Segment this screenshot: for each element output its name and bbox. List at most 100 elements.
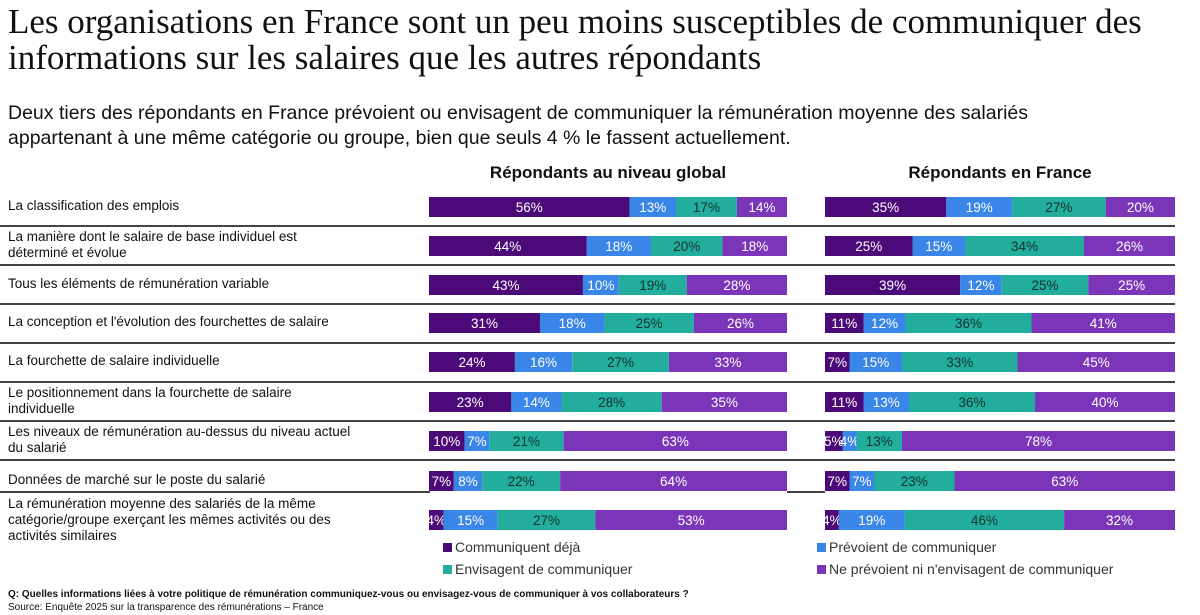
bar-segment: [563, 431, 787, 451]
bar-segment: [686, 275, 787, 295]
bar-segment: [586, 236, 651, 256]
data-label: 4%: [822, 513, 842, 528]
data-label: 33%: [714, 355, 741, 370]
legend-item-envisagent: Envisagent de communiquer: [443, 561, 632, 577]
bar-segment: [1084, 236, 1175, 256]
bar-segment: [661, 392, 787, 412]
bar-segment: [693, 313, 787, 333]
category-label-line: Le positionnement dans la fourchette de …: [8, 385, 292, 400]
bar-segment: [874, 471, 955, 491]
bar-segment: [582, 275, 619, 295]
category-label-line: La classification des emplois: [8, 198, 180, 213]
data-label: 27%: [607, 355, 634, 370]
bar-segment: [1012, 197, 1106, 217]
bar-segment: [561, 392, 662, 412]
bar-segment: [909, 392, 1035, 412]
category-label: Le positionnement dans la fourchette de …: [8, 385, 408, 417]
bar-segment: [464, 431, 490, 451]
data-label: 36%: [955, 316, 982, 331]
data-label: 26%: [1116, 239, 1143, 254]
data-label: 7%: [432, 474, 452, 489]
bar-segment: [1105, 197, 1175, 217]
legend-label: Envisagent de communiquer: [455, 561, 633, 577]
data-label: 56%: [516, 200, 543, 215]
data-label: 27%: [533, 513, 560, 528]
legend-item-communiquent-deja: Communiquent déjà: [443, 539, 580, 555]
data-label: 13%: [873, 395, 900, 410]
legend-label: Prévoient de communiquer: [829, 539, 997, 555]
data-label: 20%: [1127, 200, 1154, 215]
data-label: 44%: [494, 239, 521, 254]
bar-segment: [514, 352, 573, 372]
data-label: 53%: [678, 513, 705, 528]
data-label: 15%: [925, 239, 952, 254]
bar-segment: [453, 471, 483, 491]
bar-segment: [429, 392, 512, 412]
data-label: 36%: [958, 395, 985, 410]
bar-segment: [497, 510, 596, 530]
category-label: Les niveaux de rémunération au-dessus du…: [8, 424, 408, 456]
row-divider: [0, 225, 1175, 227]
data-label: 11%: [831, 395, 857, 410]
data-label: 43%: [492, 278, 519, 293]
bar-segment: [825, 197, 947, 217]
panel-title-france: Répondants en France: [908, 163, 1092, 182]
legend-swatch-prevoient: [817, 542, 826, 552]
data-label: 31%: [471, 316, 498, 331]
legend-item-ne-prevoient-ni: Ne prévoient ni n'envisagent de communiq…: [817, 561, 1113, 577]
bar-segment: [842, 431, 857, 451]
data-label: 18%: [741, 239, 768, 254]
data-label: 23%: [901, 474, 928, 489]
row-divider: [787, 491, 825, 493]
survey-question: Q: Quelles informations liées à votre po…: [8, 589, 689, 600]
data-label: 45%: [1083, 355, 1110, 370]
legend-swatch-communiquent-deja: [443, 542, 452, 552]
data-label: 4%: [840, 434, 860, 449]
bar-segment: [650, 236, 723, 256]
bar-segment: [849, 471, 874, 491]
bar-segment: [902, 352, 1018, 372]
bar-segment: [965, 236, 1084, 256]
bar-segment: [429, 236, 587, 256]
bar-segment: [1001, 275, 1089, 295]
bar-segment: [429, 275, 583, 295]
row-divider: [0, 342, 1175, 344]
bar-segment: [429, 313, 540, 333]
data-label: 14%: [748, 200, 775, 215]
bar-segment: [429, 197, 630, 217]
data-label: 7%: [852, 474, 872, 489]
category-label-line: La fourchette de salaire individuelle: [8, 353, 220, 368]
panel-title-global: Répondants au niveau global: [489, 163, 727, 182]
row-divider: [0, 303, 1175, 305]
category-label: Données de marché sur le poste du salari…: [8, 472, 408, 488]
bar-segment: [838, 510, 905, 530]
bar-segment: [825, 510, 839, 530]
category-label-line: catégorie/groupe exerçant les mêmes acti…: [8, 512, 331, 527]
bar-segment: [825, 275, 961, 295]
bar-segment: [736, 197, 787, 217]
data-label: 25%: [636, 316, 663, 331]
category-label: Tous les éléments de rémunération variab…: [8, 276, 408, 292]
title-line-2: informations sur les salaires que les au…: [8, 38, 762, 77]
category-label-line: Données de marché sur le poste du salari…: [8, 472, 266, 487]
bar-segment: [539, 313, 605, 333]
data-label: 78%: [1025, 434, 1052, 449]
data-label: 19%: [858, 513, 885, 528]
data-label: 16%: [530, 355, 557, 370]
bar-segment: [676, 197, 737, 217]
data-label: 35%: [872, 200, 899, 215]
data-label: 14%: [523, 395, 550, 410]
data-label: 25%: [1032, 278, 1059, 293]
bar-segment: [629, 197, 677, 217]
bar-segment: [946, 197, 1013, 217]
row-divider: [0, 381, 1175, 383]
data-label: 5%: [824, 434, 844, 449]
bar-segment: [429, 510, 444, 530]
bar-segment: [482, 471, 561, 491]
data-label: 21%: [513, 434, 540, 449]
bar-segment: [1031, 313, 1175, 333]
bar-segment: [825, 352, 850, 372]
category-label-line: activités similaires: [8, 528, 117, 543]
data-label: 24%: [458, 355, 485, 370]
bar-segment: [905, 313, 1032, 333]
